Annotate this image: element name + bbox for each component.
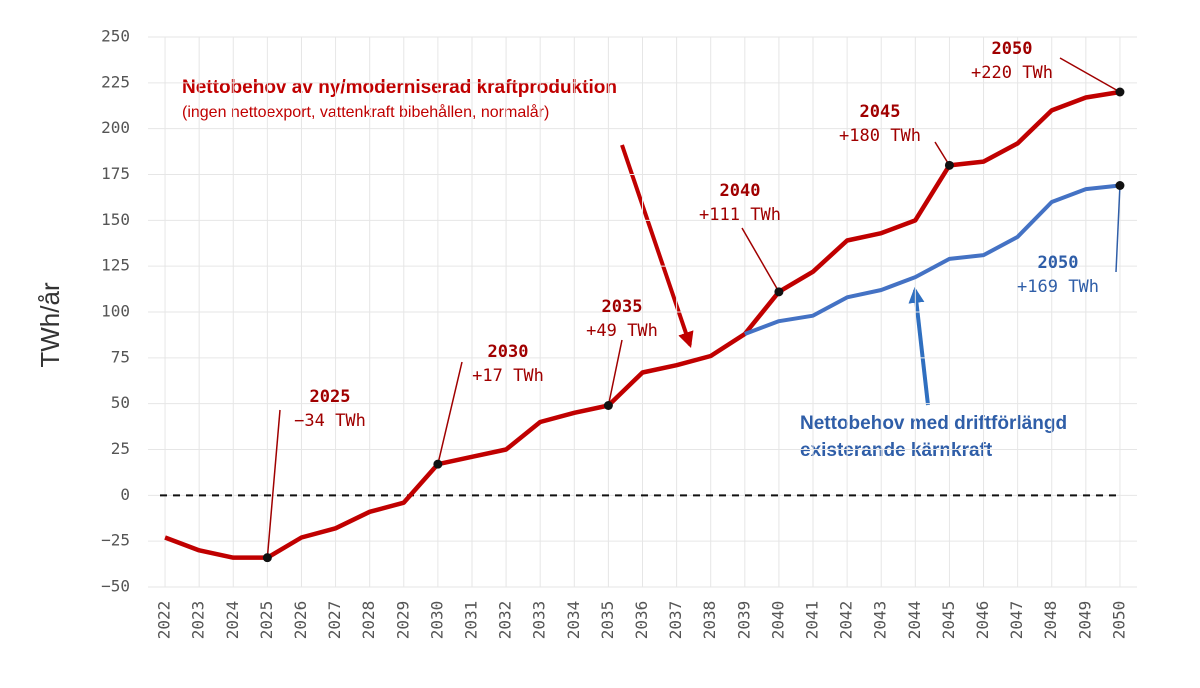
legend-box: Nettobehov med driftförlängd existerande… xyxy=(800,413,1068,461)
annotation-year: 2050 xyxy=(1038,253,1079,273)
x-tick-label: 2048 xyxy=(1041,601,1060,640)
data-label: +169 TWh xyxy=(1017,277,1099,297)
point xyxy=(1115,181,1125,190)
x-tick-label: 2035 xyxy=(598,601,617,640)
y-tick-label: 100 xyxy=(101,302,130,321)
x-tick-label: 2025 xyxy=(257,601,276,640)
subtitle: (ingen nettoexport, vattenkraft bibehåll… xyxy=(182,103,549,121)
y-axis-label: TWh/år xyxy=(35,282,65,368)
x-tick-label: 2034 xyxy=(564,601,583,640)
leader-line xyxy=(437,361,463,465)
annotation-year: 2025 xyxy=(310,387,351,407)
y-tick-label: 25 xyxy=(111,439,130,458)
x-tick-label: 2032 xyxy=(496,601,515,640)
y-tick-label: 175 xyxy=(101,164,130,183)
x-tick-label: 2037 xyxy=(666,601,685,640)
x-tick-label: 2038 xyxy=(700,601,719,640)
leader-line xyxy=(266,409,281,558)
y-tick-label: 0 xyxy=(120,485,130,504)
x-tick-label: 2024 xyxy=(223,601,242,640)
y-tick-label: 200 xyxy=(101,118,130,137)
y-tick-label: −25 xyxy=(101,531,130,550)
plot: −50 −25 0 25 50 75 100 125 150 175 200 225 250 2022 20… xyxy=(101,27,1137,640)
data-label: +220 TWh xyxy=(971,63,1053,83)
series-line xyxy=(164,89,1121,560)
arrow xyxy=(908,286,930,406)
annotation-year: 2050 xyxy=(992,39,1033,59)
x-tick-label: 2050 xyxy=(1109,601,1128,640)
x-tick-label: 2042 xyxy=(837,601,856,640)
x-tick-label: 2047 xyxy=(1007,601,1026,640)
legend-label: Nettobehov med driftförlängd existerande… xyxy=(800,413,1068,461)
data-label: −34 TWh xyxy=(294,411,366,431)
x-tick-label: 2045 xyxy=(939,601,958,640)
x-tick-label: 2040 xyxy=(768,601,787,640)
y-tick-label: 50 xyxy=(111,393,130,412)
x-tick-label: 2030 xyxy=(427,601,446,640)
leader-line xyxy=(607,339,623,406)
leader-line xyxy=(1059,57,1121,93)
annotation-year: 2045 xyxy=(860,102,901,122)
x-tick-label: 2031 xyxy=(461,601,480,640)
data-label: +49 TWh xyxy=(586,321,658,341)
y-tick-label: −50 xyxy=(101,577,130,596)
y-tick-label: 250 xyxy=(101,27,130,46)
x-tick-label: 2028 xyxy=(359,601,378,640)
point xyxy=(1115,87,1125,97)
x-tick-label: 2036 xyxy=(632,601,651,640)
point xyxy=(774,287,784,297)
x-tick-label: 2041 xyxy=(803,601,822,640)
x-tick-label: 2043 xyxy=(871,601,890,640)
x-tick-label: 2026 xyxy=(291,601,310,640)
data-label: +17 TWh xyxy=(472,366,544,386)
data-label: +111 TWh xyxy=(699,205,781,225)
y-tick-label: 225 xyxy=(101,72,130,91)
y-tick-label: 75 xyxy=(111,347,130,366)
leader-line xyxy=(934,141,951,166)
point xyxy=(262,553,272,563)
x-tick-label: 2039 xyxy=(734,601,753,640)
legend-label: Nettobehov av ny/moderniserad kraftprodu… xyxy=(182,77,617,98)
x-tick-label: 2046 xyxy=(973,601,992,640)
y-tick-label: 150 xyxy=(101,210,130,229)
x-tick-label: 2027 xyxy=(325,601,344,640)
annotation-year: 2030 xyxy=(488,342,529,362)
point xyxy=(944,160,954,170)
point xyxy=(433,459,443,469)
annotation-year: 2040 xyxy=(720,181,761,201)
x-tick-label: 2044 xyxy=(905,601,924,640)
x-tick-label: 2022 xyxy=(155,601,174,640)
x-tick-label: 2029 xyxy=(393,601,412,640)
x-tick-label: 2049 xyxy=(1075,601,1094,640)
x-tick-label: 2033 xyxy=(530,601,549,640)
annotation-year: 2035 xyxy=(602,297,643,317)
point xyxy=(603,401,613,410)
x-tick-label: 2023 xyxy=(189,601,208,640)
data-label: +180 TWh xyxy=(839,126,921,146)
y-tick-label: 125 xyxy=(101,256,130,275)
leader-line xyxy=(741,227,780,293)
series-line xyxy=(744,183,1121,336)
leader-line xyxy=(1115,185,1121,273)
